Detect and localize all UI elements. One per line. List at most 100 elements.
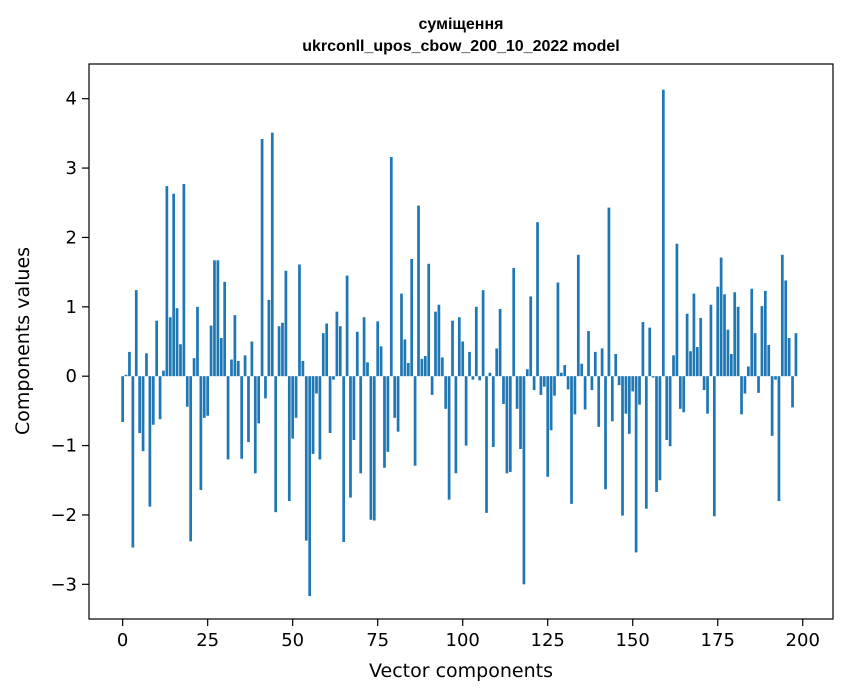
bar (182, 184, 186, 377)
bar (546, 376, 550, 477)
bar (491, 376, 495, 447)
x-axis-ticks: 0 25 50 75 100 125 150 175 200 (117, 619, 820, 651)
bar (723, 294, 726, 377)
bar (566, 376, 570, 390)
bar (488, 372, 492, 377)
bar (610, 376, 614, 422)
x-tick-label: 100 (446, 630, 480, 651)
bar (400, 293, 403, 377)
bar (281, 322, 284, 377)
y-tick-label: −1 (50, 436, 77, 457)
bar (430, 376, 434, 395)
y-tick-label: 0 (66, 366, 77, 387)
plot-frame (88, 63, 834, 620)
bar (260, 138, 264, 377)
bar (556, 282, 560, 377)
bar (515, 376, 519, 409)
bar (478, 376, 482, 381)
chart-title: суміщення (419, 16, 504, 33)
bar (655, 376, 658, 493)
bar (287, 376, 291, 502)
bar (641, 322, 645, 377)
y-tick-label: 3 (66, 158, 77, 179)
bar (784, 280, 788, 377)
bar (563, 365, 567, 377)
bar (440, 357, 444, 377)
bar (505, 376, 509, 474)
bar (196, 306, 199, 377)
y-axis-label: Components values (12, 247, 34, 435)
x-tick-label: 150 (616, 630, 650, 651)
bar (712, 376, 716, 517)
bar (270, 132, 274, 377)
bar (406, 363, 410, 377)
bar (787, 338, 791, 377)
bar (349, 376, 352, 498)
bar (284, 270, 288, 377)
bar (250, 341, 254, 377)
bar (206, 376, 210, 416)
bar (311, 376, 315, 454)
x-tick-label: 125 (531, 630, 565, 651)
bar (277, 326, 281, 377)
bar (532, 376, 536, 391)
bar (597, 376, 601, 427)
bar (141, 376, 145, 452)
bar (468, 351, 471, 377)
bar (777, 376, 781, 502)
x-tick-label: 0 (117, 630, 128, 651)
bar (495, 348, 499, 377)
bar (328, 376, 332, 434)
x-tick-label: 75 (366, 630, 389, 651)
bar (376, 321, 380, 377)
bar (794, 333, 798, 377)
bar (447, 376, 451, 500)
y-tick-label: 1 (66, 297, 77, 318)
bar (474, 306, 478, 377)
bar (634, 376, 638, 553)
bar (131, 376, 135, 548)
bar (624, 376, 628, 414)
bar (553, 376, 556, 396)
bar (627, 376, 631, 434)
bar (134, 290, 138, 377)
bar (750, 288, 754, 377)
bars-group (121, 89, 798, 597)
bar (729, 353, 733, 377)
bar (138, 376, 142, 434)
bar (648, 327, 652, 377)
bar (230, 359, 233, 377)
bar (631, 376, 635, 392)
x-tick-label: 50 (281, 630, 304, 651)
bar (498, 308, 502, 377)
bar (162, 370, 165, 377)
bar (485, 376, 488, 513)
x-tick-label: 200 (786, 630, 820, 651)
bar (512, 267, 516, 377)
bar (372, 376, 376, 521)
bar (699, 317, 703, 377)
bar (604, 376, 607, 490)
bar (233, 315, 237, 377)
bar (576, 254, 580, 377)
bar (536, 222, 539, 377)
bar (121, 376, 125, 422)
bar (124, 374, 128, 377)
bar (702, 376, 706, 391)
bar (226, 376, 230, 460)
bar (508, 376, 512, 472)
bar (706, 376, 709, 414)
bar (434, 311, 437, 377)
bar (236, 360, 240, 377)
bar (362, 317, 366, 377)
bar (355, 331, 359, 377)
bar (644, 376, 648, 509)
bar (451, 320, 454, 377)
bar (243, 355, 247, 377)
bar (308, 376, 312, 597)
bar (393, 376, 397, 418)
bar (529, 296, 533, 377)
bar (389, 156, 393, 377)
bar (158, 376, 162, 420)
